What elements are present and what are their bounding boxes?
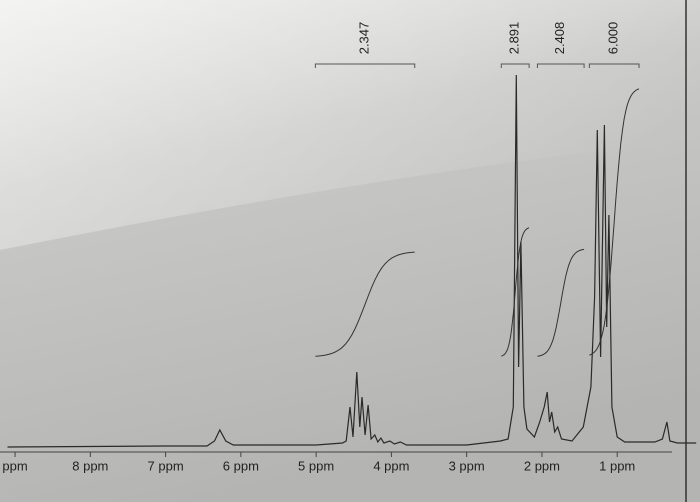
spectrum xyxy=(7,74,697,448)
integral-label: 6.000 xyxy=(606,22,621,55)
integral-label: 2.408 xyxy=(552,22,567,55)
x-tick-label: 5 ppm xyxy=(298,458,334,473)
x-tick-label: 6 ppm xyxy=(223,458,259,473)
x-tick-label: 3 ppm xyxy=(449,458,485,473)
integral-bracket xyxy=(588,63,640,68)
integral-curve xyxy=(501,227,530,357)
integral-curve xyxy=(315,251,415,357)
integral-label: 2.891 xyxy=(507,22,522,55)
integral-bracket xyxy=(500,63,530,68)
x-tick-label: 4 ppm xyxy=(373,458,409,473)
x-tick-label: 7 ppm xyxy=(148,458,184,473)
integral-bracket xyxy=(536,63,585,68)
integral-curve xyxy=(537,248,585,357)
integral-bracket xyxy=(314,63,416,68)
x-tick-label: 8 ppm xyxy=(72,458,108,473)
x-tick-label: 2 ppm xyxy=(524,458,560,473)
integral-label: 2.347 xyxy=(356,22,371,55)
integral-curve xyxy=(589,88,640,356)
x-tick-label: 1 ppm xyxy=(599,458,635,473)
x-tick-label: ppm xyxy=(2,458,27,473)
light-patch xyxy=(0,0,700,250)
